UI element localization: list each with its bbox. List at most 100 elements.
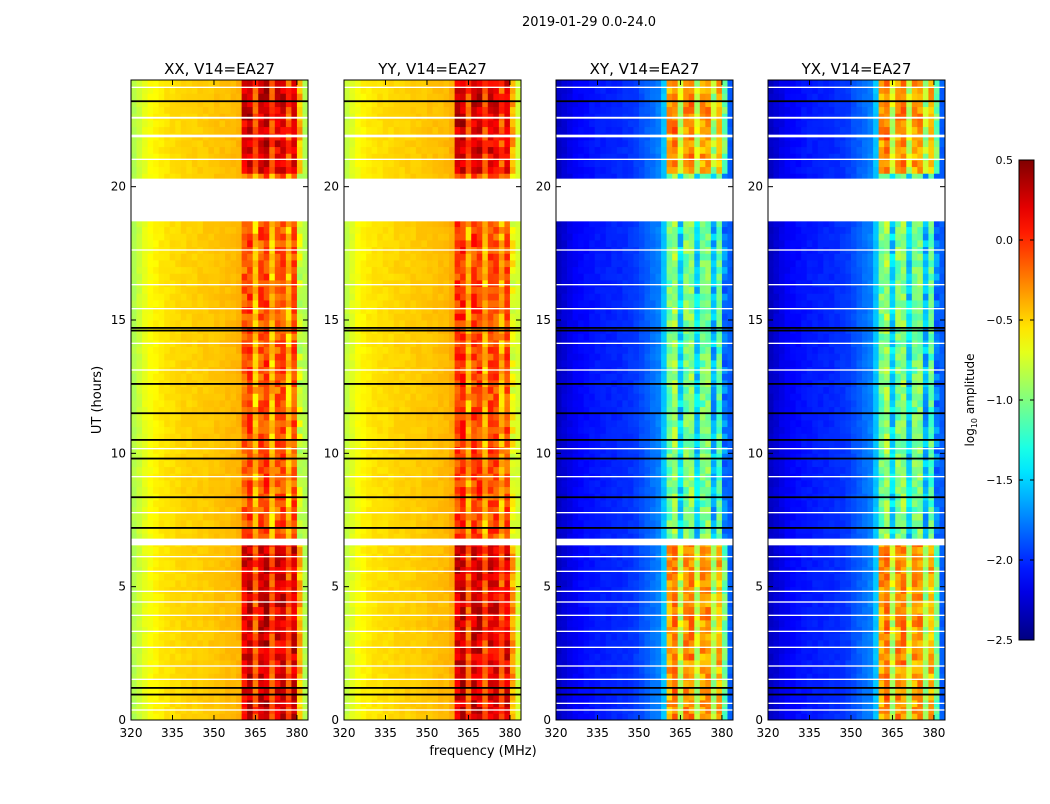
heatmap-cell xyxy=(186,500,192,507)
heatmap-cell xyxy=(181,353,187,360)
heatmap-cell xyxy=(131,613,137,620)
heatmap-cell xyxy=(175,120,181,127)
heatmap-cell xyxy=(153,107,159,114)
heatmap-cell xyxy=(203,440,209,447)
heatmap-cell xyxy=(471,500,477,507)
heatmap-cell xyxy=(433,567,439,574)
heatmap-cell xyxy=(350,480,356,487)
heatmap-cell xyxy=(421,600,427,607)
heatmap-cell xyxy=(137,167,143,174)
heatmap-cell xyxy=(253,320,259,327)
heatmap-cell xyxy=(153,587,159,594)
heatmap-cell xyxy=(499,667,505,674)
heatmap-cell xyxy=(197,160,203,167)
heatmap-cell xyxy=(399,440,405,447)
heatmap-cell xyxy=(405,420,411,427)
heatmap-cell xyxy=(416,427,422,434)
x-tick-label: 335 xyxy=(161,726,184,740)
heatmap-cell xyxy=(170,93,176,100)
heatmap-cell xyxy=(372,480,378,487)
heatmap-cell xyxy=(399,513,405,520)
heatmap-cell xyxy=(286,500,292,507)
heatmap-cell xyxy=(297,587,303,594)
heatmap-cell xyxy=(242,353,248,360)
heatmap-cell xyxy=(460,393,466,400)
heatmap-cell xyxy=(344,580,350,587)
heatmap-cell xyxy=(203,427,209,434)
heatmap-cell xyxy=(482,560,488,567)
heatmap-cell xyxy=(291,267,297,274)
heatmap-cell xyxy=(361,607,367,614)
y-tick-label: 15 xyxy=(111,313,126,327)
heatmap-cell xyxy=(214,653,220,660)
heatmap-cell xyxy=(186,333,192,340)
heatmap-cell xyxy=(247,640,253,647)
heatmap-cell xyxy=(175,567,181,574)
heatmap-cell xyxy=(438,413,444,420)
heatmap-cell xyxy=(366,427,372,434)
flagged-band xyxy=(131,631,308,632)
heatmap-cell xyxy=(350,467,356,474)
heatmap-cell xyxy=(231,607,237,614)
heatmap-cell xyxy=(137,713,143,720)
heatmap-cell xyxy=(493,440,499,447)
heatmap-cell xyxy=(350,440,356,447)
heatmap-cell xyxy=(280,300,286,307)
heatmap-cell xyxy=(280,333,286,340)
heatmap-cell xyxy=(280,420,286,427)
heatmap-cell xyxy=(170,267,176,274)
heatmap-cell xyxy=(449,347,455,354)
heatmap-cell xyxy=(504,360,510,367)
heatmap-cell xyxy=(214,467,220,474)
heatmap-cell xyxy=(499,680,505,687)
heatmap-cell xyxy=(466,620,472,627)
heatmap-cell xyxy=(220,353,226,360)
heatmap-cell xyxy=(477,347,483,354)
heatmap-cell xyxy=(438,400,444,407)
heatmap-cell xyxy=(142,667,148,674)
heatmap-cell xyxy=(275,547,281,554)
heatmap-cell xyxy=(493,653,499,660)
heatmap-cell xyxy=(444,600,450,607)
heatmap-cell xyxy=(186,593,192,600)
heatmap-cell xyxy=(482,620,488,627)
heatmap-cell xyxy=(388,587,394,594)
heatmap-cell xyxy=(269,593,275,600)
heatmap-cell xyxy=(253,413,259,420)
heatmap-cell xyxy=(269,467,275,474)
heatmap-cell xyxy=(247,520,253,527)
heatmap-cell xyxy=(499,713,505,720)
flagged-band xyxy=(131,179,308,222)
heatmap-cell xyxy=(236,120,242,127)
heatmap-cell xyxy=(203,267,209,274)
heatmap-cell xyxy=(410,400,416,407)
heatmap-cell xyxy=(466,520,472,527)
heatmap-cell xyxy=(361,520,367,527)
heatmap-cell xyxy=(488,360,494,367)
heatmap-cell xyxy=(175,480,181,487)
heatmap-cell xyxy=(455,600,461,607)
heatmap-cell xyxy=(460,500,466,507)
heatmap-cell xyxy=(148,267,154,274)
heatmap-cell xyxy=(242,227,248,234)
heatmap-cell xyxy=(504,520,510,527)
heatmap-cell xyxy=(159,127,165,134)
heatmap-cell xyxy=(471,480,477,487)
heatmap-cell xyxy=(170,353,176,360)
heatmap-cell xyxy=(170,513,176,520)
heatmap-cell xyxy=(421,580,427,587)
heatmap-cell xyxy=(175,427,181,434)
heatmap-cell xyxy=(366,600,372,607)
heatmap xyxy=(344,80,521,720)
heatmap-cell xyxy=(131,713,137,720)
x-tick-label: 350 xyxy=(203,726,226,740)
heatmap-cell xyxy=(253,260,259,267)
heatmap-cell xyxy=(275,140,281,147)
heatmap-cell xyxy=(153,607,159,614)
heatmap-cell xyxy=(286,487,292,494)
heatmap-cell xyxy=(197,420,203,427)
heatmap-cell xyxy=(159,267,165,274)
heatmap-cell xyxy=(131,400,137,407)
heatmap-cell xyxy=(242,580,248,587)
heatmap-cell xyxy=(377,440,383,447)
